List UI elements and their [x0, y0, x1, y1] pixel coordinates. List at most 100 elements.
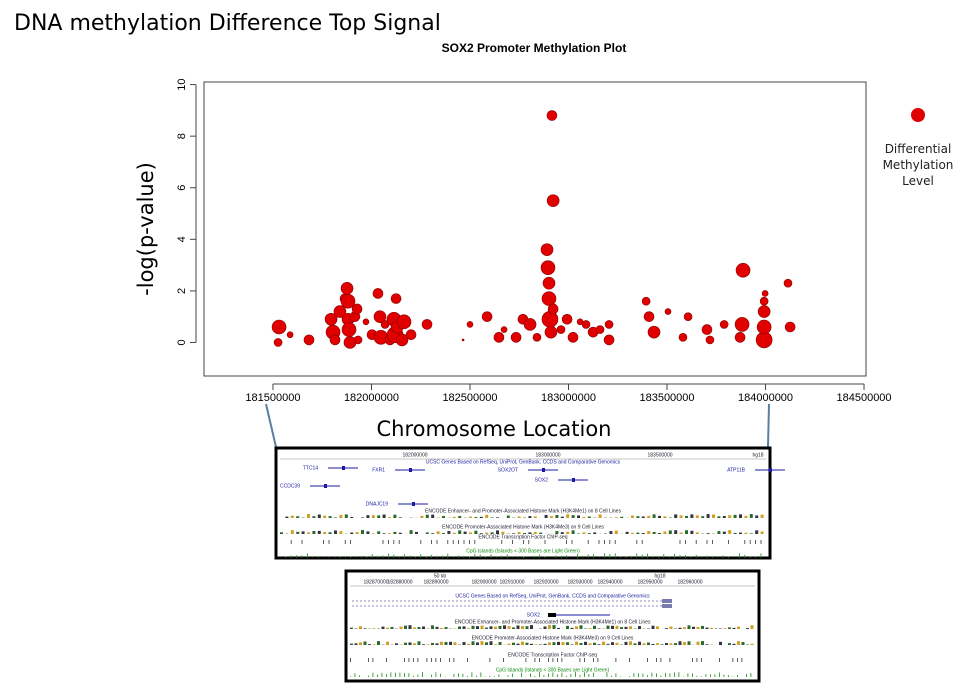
browser-signal [453, 674, 455, 677]
browser-signal [350, 556, 351, 558]
browser-signal [566, 625, 569, 629]
browser-signal [544, 556, 546, 558]
browser-signal [442, 516, 445, 518]
browser-signal [290, 515, 294, 518]
browser-signal [395, 672, 396, 677]
browser-signal [525, 658, 527, 662]
browser-signal [696, 626, 700, 629]
browser-signal [570, 627, 574, 629]
browser-signal [436, 517, 440, 518]
browser-signal [636, 532, 640, 534]
browser-signal [741, 641, 745, 645]
browser-track-label: ENCODE Transcription Factor ChIP-seq [478, 534, 567, 540]
browser-signal [701, 658, 702, 662]
browser-signal [377, 674, 378, 677]
browser-signal [638, 626, 641, 629]
browser-signal [647, 515, 651, 518]
browser-signal [665, 628, 668, 629]
browser-signal [631, 532, 634, 534]
browser-signal [641, 540, 643, 544]
browser-signal [598, 540, 600, 544]
browser-signal [426, 658, 428, 662]
browser-signal [404, 642, 407, 645]
browser-signal [641, 533, 645, 534]
browser-signal [398, 517, 402, 518]
browser-signal [660, 675, 662, 677]
browser-signal [701, 516, 705, 518]
browser-signal [604, 540, 605, 544]
browser-signal [467, 658, 468, 662]
browser-signal [750, 643, 754, 645]
browser-signal [417, 658, 419, 662]
bubble [604, 320, 614, 329]
browser-signal [636, 540, 638, 544]
browser-signal [517, 516, 521, 518]
browser-signal [728, 515, 732, 518]
y-axis-label: -log(p-value) [134, 162, 158, 296]
browser-signal [660, 658, 662, 662]
browser-signal [463, 531, 467, 534]
browser-signal [469, 516, 472, 518]
browser-signal [550, 516, 553, 518]
browser-signal [431, 642, 434, 645]
browser-signal [521, 641, 524, 645]
bubble [701, 324, 713, 335]
browser-signal [690, 530, 694, 534]
browser-signal [420, 554, 422, 558]
browser-signal [733, 514, 737, 518]
browser-signal [408, 625, 412, 629]
browser-signal [363, 641, 367, 645]
browser-signal [530, 643, 533, 645]
browser-signal [571, 515, 575, 518]
browser-signal [471, 672, 473, 677]
browser-signal [548, 658, 549, 662]
bubble [329, 334, 341, 346]
browser-signal [413, 627, 416, 629]
browser-signal [388, 517, 391, 518]
browser-signal [496, 530, 499, 534]
browser-signal [530, 625, 533, 629]
y-tick-label: 0 [176, 339, 188, 345]
browser-signal [525, 626, 529, 629]
browser-signal [467, 676, 468, 677]
browser-signal [679, 540, 681, 544]
browser-signal [494, 676, 495, 677]
browser-signal [372, 644, 376, 645]
browser-signal [431, 658, 432, 662]
browser-signal [561, 672, 563, 677]
browser-signal [417, 674, 419, 677]
browser-signal [548, 625, 551, 629]
browser-signal [528, 516, 532, 518]
browser-signal [587, 540, 589, 544]
browser-signal [523, 540, 524, 544]
bubble [362, 318, 370, 326]
browser-signal [663, 531, 667, 534]
gene-label: FXR1 [372, 467, 385, 473]
browser-signal [588, 674, 590, 677]
browser-signal [620, 516, 624, 518]
browser-signal [494, 644, 497, 645]
browser-signal [739, 514, 742, 518]
browser-ruler-label: 182950000 [637, 579, 662, 585]
browser-signal [749, 556, 751, 558]
browser-signal [597, 628, 601, 629]
browser-signal [301, 531, 305, 534]
gene-label: ATP11B [727, 467, 746, 473]
bubble [664, 308, 672, 315]
browser-signal [442, 555, 443, 558]
browser-signal [490, 517, 494, 518]
browser-signal [548, 673, 549, 677]
browser-signal [717, 531, 721, 534]
browser-signal [307, 532, 310, 534]
browser-signal [498, 674, 500, 677]
browser-signal [651, 643, 655, 645]
browser-signal [642, 673, 644, 677]
browser-signal [620, 676, 621, 677]
browser-signal [701, 641, 704, 645]
browser-signal [641, 516, 645, 518]
browser-signal [552, 642, 556, 645]
browser-signal [692, 658, 693, 662]
browser-signal [425, 514, 429, 518]
browser-signal [485, 556, 486, 558]
bubble [510, 332, 522, 343]
